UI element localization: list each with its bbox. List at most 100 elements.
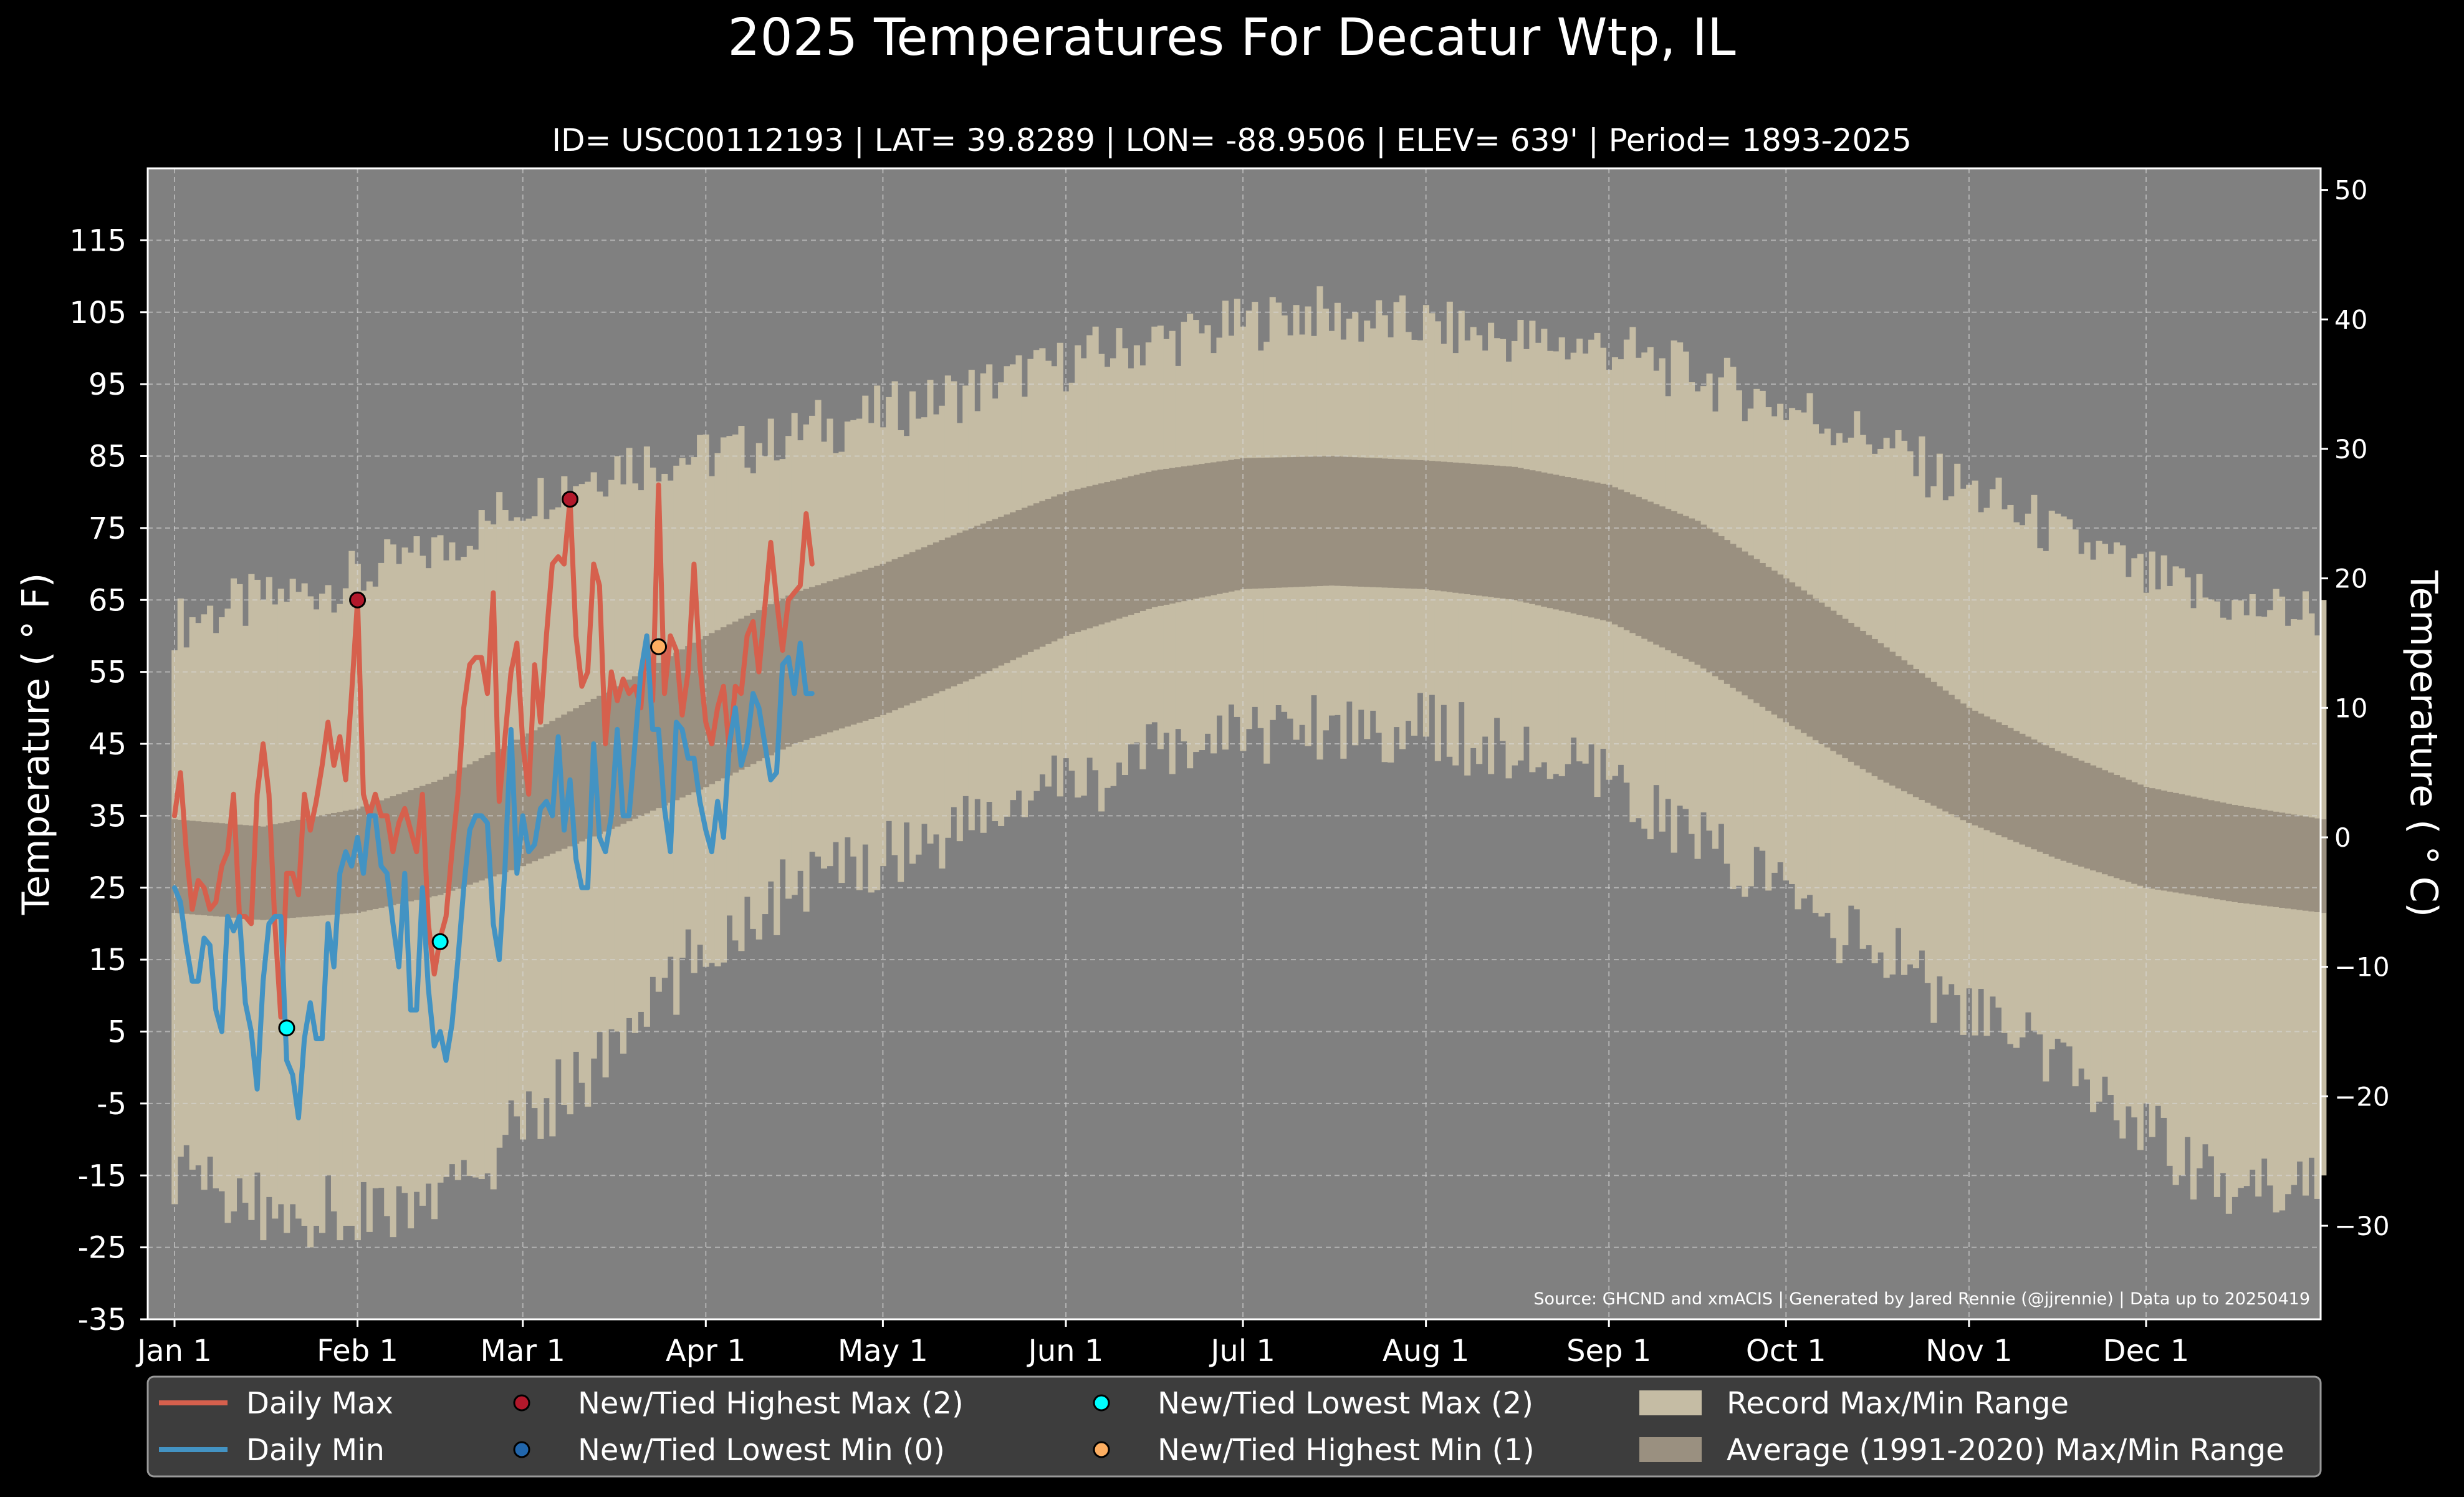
normal-range-bar <box>1700 524 1707 669</box>
normal-range-bar <box>230 824 237 918</box>
normal-range-bar <box>325 814 332 915</box>
normal-range-bar <box>1488 465 1495 597</box>
normal-range-bar <box>1269 457 1276 589</box>
normal-range-bar <box>1978 713 1985 828</box>
normal-range-bar <box>1618 489 1624 628</box>
normal-range-bar <box>531 730 539 862</box>
normal-range-bar <box>1334 456 1341 586</box>
chart-subtitle: ID= USC00112193 | LAT= 39.8289 | LON= -8… <box>552 122 1912 158</box>
normal-range-bar <box>1257 458 1264 589</box>
normal-range-bar <box>1322 456 1329 586</box>
normal-range-bar <box>1842 619 1849 759</box>
normal-range-bar <box>1369 458 1376 587</box>
x-tick-label: Mar 1 <box>481 1334 565 1369</box>
normal-range-bar <box>1659 506 1666 648</box>
normal-range-bar <box>1305 456 1311 587</box>
y-right-tick-label: −30 <box>2334 1211 2390 1241</box>
normal-range-bar <box>1381 458 1388 588</box>
normal-range-bar <box>1582 480 1589 617</box>
normal-range-bar <box>1689 518 1695 662</box>
normal-range-bar <box>1476 464 1483 596</box>
normal-range-bar <box>1836 615 1843 755</box>
normal-range-bar <box>856 571 863 723</box>
normal-range-bar <box>1204 463 1211 597</box>
normal-range-bar <box>2273 811 2279 907</box>
normal-range-bar <box>313 816 320 917</box>
normal-range-bar <box>1234 459 1240 590</box>
normal-range-bar <box>2066 756 2073 863</box>
y-tick-label: 85 <box>89 440 127 474</box>
normal-range-bar <box>1919 673 1925 800</box>
normal-range-bar <box>744 615 750 767</box>
normal-range-bar <box>1252 458 1258 589</box>
normal-range-bar <box>1482 465 1488 597</box>
y-right-tick-label: 0 <box>2334 822 2351 853</box>
normal-range-bar <box>1263 458 1270 589</box>
normal-range-bar <box>1960 703 1967 821</box>
normal-range-bar <box>1800 590 1808 733</box>
normal-range-bar <box>1175 467 1182 603</box>
normal-range-bar <box>1316 456 1323 586</box>
y-tick-label: -35 <box>78 1302 127 1337</box>
normal-range-bar <box>1995 722 2002 835</box>
y-tick-label: 55 <box>89 655 127 690</box>
normal-range-bar <box>685 646 692 795</box>
normal-range-bar <box>1576 479 1583 615</box>
normal-range-bar <box>726 624 733 776</box>
normal-range-bar <box>1517 468 1524 602</box>
normal-range-bar <box>1824 607 1831 748</box>
normal-range-bar <box>1388 458 1394 588</box>
normal-range-bar <box>2090 765 2097 871</box>
normal-range-bar <box>1452 462 1459 593</box>
x-tick-label: Apr 1 <box>666 1334 746 1369</box>
y-tick-label: 95 <box>89 367 127 402</box>
normal-range-bar <box>2255 809 2262 905</box>
normal-range-bar <box>1812 599 1819 741</box>
normal-range-bar <box>307 817 314 917</box>
normal-range-bar <box>1133 474 1140 614</box>
normal-range-bar <box>2013 731 2020 842</box>
normal-range-bar <box>1611 487 1619 625</box>
normal-range-bar <box>1157 469 1164 606</box>
normal-range-bar <box>1665 509 1672 651</box>
normal-range-bar <box>1936 686 1943 809</box>
normal-range-bar <box>555 718 562 852</box>
normal-range-bar <box>1588 481 1595 618</box>
normal-range-bar <box>1712 532 1719 676</box>
legend-swatch-patch <box>1639 1390 1702 1415</box>
normal-range-bar <box>1281 457 1288 588</box>
normal-range-bar <box>1500 466 1507 599</box>
x-tick-label: Oct 1 <box>1746 1334 1826 1369</box>
normal-range-bar <box>2160 790 2167 891</box>
record-range-bar <box>2255 616 2262 1197</box>
normal-range-bar <box>1558 476 1565 611</box>
normal-range-bar <box>862 569 869 721</box>
normal-range-bar <box>2125 779 2132 882</box>
normal-range-bar <box>697 639 704 790</box>
series-lines <box>172 482 815 1120</box>
y-tick-label: -5 <box>97 1087 127 1122</box>
normal-range-bar <box>401 792 408 903</box>
normal-range-bar <box>643 669 650 814</box>
normal-range-bar <box>1446 462 1453 592</box>
normal-range-bar <box>880 564 886 715</box>
normal-range-bar <box>1535 471 1541 605</box>
normal-range-bar <box>1075 489 1081 632</box>
normal-range-bar <box>1310 456 1318 587</box>
source-note: Source: GHCND and xmACIS | Generated by … <box>1533 1289 2310 1309</box>
normal-range-bar <box>797 590 804 742</box>
normal-range-bar <box>709 633 716 784</box>
normal-range-bar <box>597 695 603 834</box>
normal-range-bar <box>2172 792 2179 893</box>
normal-range-bar <box>1565 477 1571 612</box>
record-range-bar <box>307 596 314 1248</box>
normal-range-bar <box>2167 791 2174 892</box>
normal-range-bar <box>1848 623 1854 762</box>
normal-range-bar <box>514 739 520 869</box>
y-right-tick-label: −10 <box>2334 952 2390 983</box>
y-right-tick-label: 50 <box>2334 175 2367 206</box>
normal-range-bar <box>1434 461 1441 591</box>
normal-range-bar <box>1830 610 1837 751</box>
y-right-tick-label: 40 <box>2334 304 2367 335</box>
